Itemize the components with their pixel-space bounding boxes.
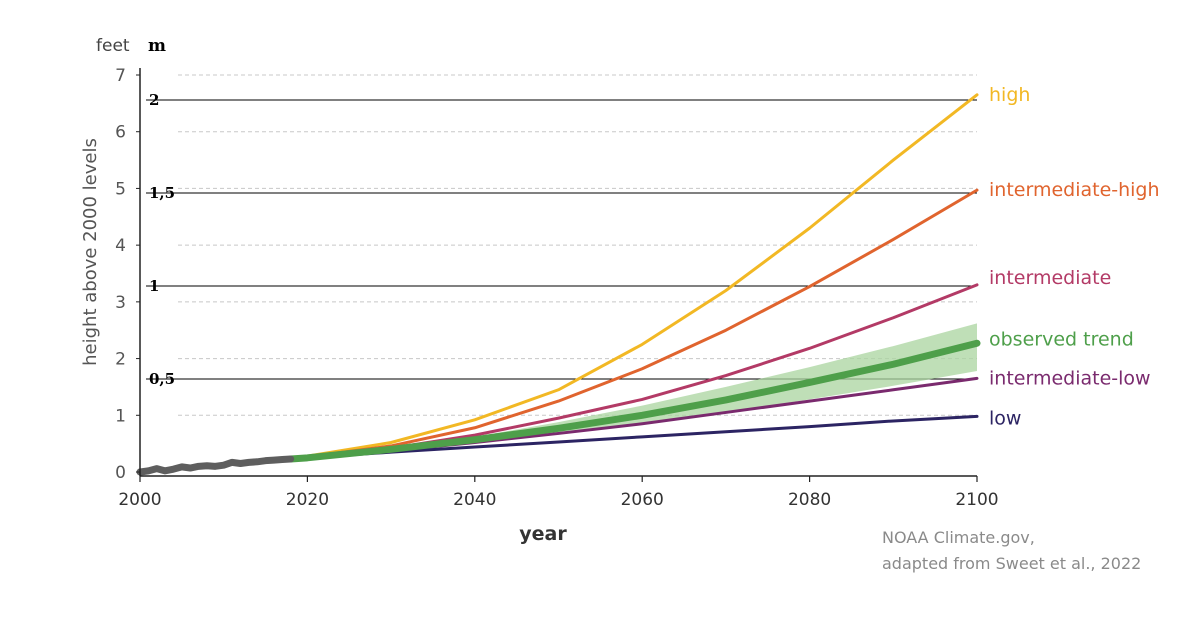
x-axis-title: year [519,523,567,545]
y-tick-label-6: 6 [115,123,126,143]
y-axis-title: height above 2000 levels [80,138,101,366]
meter-label-1: 1 [149,277,159,295]
credit-line-1: NOAA Climate.gov, [882,528,1035,547]
y-tick-label-4: 4 [115,236,126,256]
x-tick-label-2080: 2080 [788,490,831,510]
series-label-high: high [989,84,1030,106]
axes [136,68,978,482]
x-tick-label-2060: 2060 [621,490,664,510]
x-tick-label-2040: 2040 [453,490,496,510]
y-tick-label-7: 7 [115,66,126,86]
x-tick-label-2000: 2000 [118,490,161,510]
y-tick-label-1: 1 [115,406,126,426]
y-tick-label-5: 5 [115,179,126,199]
gridlines [178,74,977,416]
y-tick-label-0: 0 [115,463,126,483]
y-unit-meter-label: m [148,36,166,56]
observed-trend-band [290,323,977,459]
x-tick-labels: 2000 2020 2040 2060 2080 2100 [118,490,998,510]
series-labels: high intermediate-high intermediate observe… [989,84,1160,430]
historical-observations [136,455,295,476]
y-unit-feet-label: feet [96,36,130,56]
historical-observed-line [136,455,295,476]
credit-line-2: adapted from Sweet et al., 2022 [882,554,1141,573]
series-label-intermediate-low: intermediate-low [989,367,1151,389]
observed-trend-uncertainty-band [290,323,977,459]
series-line-high [289,93,979,461]
meter-labels: 0,5 1 1,5 2 [149,91,175,388]
y-tick-label-2: 2 [115,350,126,370]
x-tick-label-2020: 2020 [286,490,329,510]
series-label-observed-trend: observed trend [989,328,1134,350]
series-label-intermediate: intermediate [989,267,1111,289]
series-label-intermediate-high: intermediate-high [989,179,1160,201]
x-tick-label-2100: 2100 [955,490,998,510]
meter-label-2: 2 [149,91,159,109]
meter-lines [146,99,977,380]
series-line-observed-trend [287,339,981,463]
y-tick-label-3: 3 [115,293,126,313]
y-tick-labels: 0 1 2 3 4 5 6 7 [115,66,126,483]
series-label-low: low [989,407,1021,429]
meter-label-1-5: 1,5 [149,184,175,202]
series-lines [287,93,981,463]
meter-label-0-5: 0,5 [149,370,175,388]
